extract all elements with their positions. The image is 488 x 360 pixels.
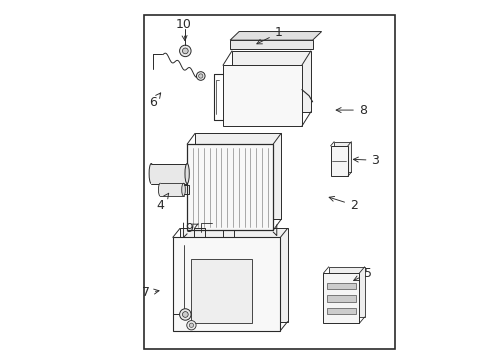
Bar (190, 259, 251, 323)
Text: 8: 8 (335, 104, 366, 117)
Circle shape (179, 309, 191, 320)
Circle shape (182, 48, 188, 54)
Polygon shape (333, 141, 351, 172)
Text: 1: 1 (256, 27, 282, 44)
Ellipse shape (184, 163, 189, 184)
Text: 7: 7 (142, 287, 159, 300)
Polygon shape (180, 228, 287, 321)
Bar (144, 15, 394, 348)
Circle shape (198, 74, 203, 78)
Text: 5: 5 (353, 267, 371, 280)
Text: 4: 4 (156, 193, 168, 212)
Ellipse shape (158, 183, 162, 196)
Bar (230, 40, 312, 49)
Polygon shape (328, 267, 364, 317)
Bar (326, 308, 355, 315)
Text: 6: 6 (149, 93, 161, 109)
Ellipse shape (149, 163, 153, 184)
Polygon shape (223, 65, 301, 126)
Polygon shape (230, 32, 321, 40)
Bar (151, 163, 187, 184)
Polygon shape (195, 134, 281, 220)
Circle shape (189, 323, 193, 327)
Circle shape (179, 45, 191, 57)
Circle shape (186, 320, 196, 330)
Text: 3: 3 (353, 154, 379, 167)
Bar (326, 283, 355, 289)
Circle shape (196, 72, 204, 80)
Circle shape (182, 312, 188, 318)
Bar (326, 296, 355, 302)
Polygon shape (330, 146, 347, 176)
Polygon shape (187, 144, 273, 230)
Ellipse shape (182, 183, 185, 196)
Text: 2: 2 (328, 197, 357, 212)
Bar (160, 183, 183, 196)
Polygon shape (172, 237, 280, 330)
Text: 9: 9 (184, 222, 198, 235)
Text: 10: 10 (175, 18, 191, 41)
Polygon shape (231, 51, 310, 112)
Polygon shape (323, 273, 359, 323)
